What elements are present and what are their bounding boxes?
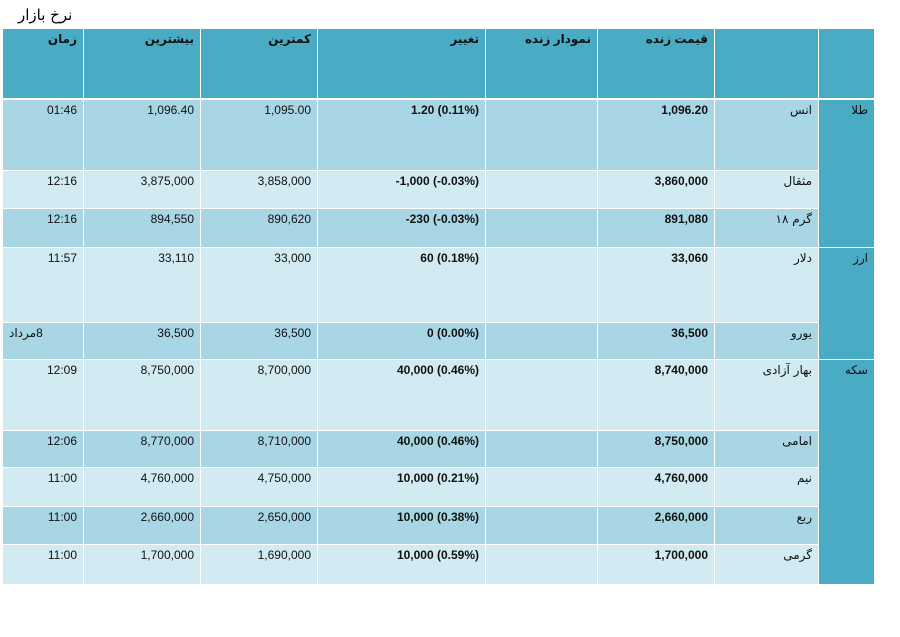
cell-price: 1,096.20 [598, 100, 714, 170]
cell-price: 891,080 [598, 209, 714, 247]
cell-price: 36,500 [598, 323, 714, 359]
cell-max: 2,660,000 [84, 507, 200, 544]
cell-max: 36,500 [84, 323, 200, 359]
cell-min: 2,650,000 [201, 507, 317, 544]
cell-max: 3,875,000 [84, 171, 200, 208]
cell-price: 33,060 [598, 248, 714, 322]
cell-time: 12:16 [3, 171, 83, 208]
cell-name: نیم [715, 468, 818, 506]
cell-name: گرمی [715, 545, 818, 584]
header-live-price: قیمت زنده [598, 29, 714, 98]
cell-min: 8,710,000 [201, 431, 317, 467]
cell-time: 11:57 [3, 248, 83, 322]
cell-live-chart [486, 209, 597, 247]
cell-live-chart [486, 323, 597, 359]
cell-max: 8,750,000 [84, 360, 200, 430]
cell-time: 12:16 [3, 209, 83, 247]
cell-price: 8,740,000 [598, 360, 714, 430]
cell-min: 8,700,000 [201, 360, 317, 430]
cell-change: 40,000 (0.46%) [318, 431, 485, 467]
cell-live-chart [486, 468, 597, 506]
cell-max: 1,700,000 [84, 545, 200, 584]
cell-live-chart [486, 545, 597, 584]
cell-time: 11:00 [3, 545, 83, 584]
cell-live-chart [486, 431, 597, 467]
cell-live-chart [486, 360, 597, 430]
header-min: کمترین [201, 29, 317, 98]
cell-time: 12:06 [3, 431, 83, 467]
header-name [715, 29, 818, 98]
group-currency: ارز [819, 248, 874, 359]
cell-min: 33,000 [201, 248, 317, 322]
cell-change: -1,000 (-0.03%) [318, 171, 485, 208]
cell-live-chart [486, 100, 597, 170]
cell-live-chart [486, 507, 597, 544]
header-time: زمان [3, 29, 83, 98]
cell-time: 12:09 [3, 360, 83, 430]
market-rates-table: زمان بیشترین کمترین تغییر نمودار زنده قی… [3, 29, 874, 584]
cell-max: 33,110 [84, 248, 200, 322]
cell-change: 60 (0.18%) [318, 248, 485, 322]
cell-min: 3,858,000 [201, 171, 317, 208]
header-live-chart: نمودار زنده [486, 29, 597, 98]
cell-max: 4,760,000 [84, 468, 200, 506]
cell-price: 2,660,000 [598, 507, 714, 544]
cell-price: 8,750,000 [598, 431, 714, 467]
cell-change: 0 (0.00%) [318, 323, 485, 359]
header-group [819, 29, 874, 98]
cell-min: 4,750,000 [201, 468, 317, 506]
cell-max: 1,096.40 [84, 100, 200, 170]
cell-max: 8,770,000 [84, 431, 200, 467]
cell-time: 01:46 [3, 100, 83, 170]
cell-name: یورو [715, 323, 818, 359]
cell-name: بهار آزادی [715, 360, 818, 430]
page-title: نرخ بازار [18, 6, 73, 24]
cell-price: 1,700,000 [598, 545, 714, 584]
cell-min: 1,095.00 [201, 100, 317, 170]
cell-time: 11:00 [3, 468, 83, 506]
cell-min: 890,620 [201, 209, 317, 247]
cell-name: مثقال [715, 171, 818, 208]
cell-change: 40,000 (0.46%) [318, 360, 485, 430]
cell-min: 1,690,000 [201, 545, 317, 584]
cell-change: -230 (-0.03%) [318, 209, 485, 247]
cell-name: انس [715, 100, 818, 170]
group-gold: طلا [819, 100, 874, 247]
cell-change: 1.20 (0.11%) [318, 100, 485, 170]
cell-min: 36,500 [201, 323, 317, 359]
cell-name: امامی [715, 431, 818, 467]
cell-name: دلار [715, 248, 818, 322]
cell-time: 8مرداد [3, 323, 83, 359]
group-coin: سکه [819, 360, 874, 584]
cell-live-chart [486, 248, 597, 322]
cell-name: ربع [715, 507, 818, 544]
cell-price: 4,760,000 [598, 468, 714, 506]
cell-change: 10,000 (0.59%) [318, 545, 485, 584]
cell-change: 10,000 (0.21%) [318, 468, 485, 506]
header-change: تغییر [318, 29, 485, 98]
cell-live-chart [486, 171, 597, 208]
cell-time: 11:00 [3, 507, 83, 544]
cell-change: 10,000 (0.38%) [318, 507, 485, 544]
cell-price: 3,860,000 [598, 171, 714, 208]
cell-max: 894,550 [84, 209, 200, 247]
cell-name: گرم ۱۸ [715, 209, 818, 247]
header-max: بیشترین [84, 29, 200, 98]
